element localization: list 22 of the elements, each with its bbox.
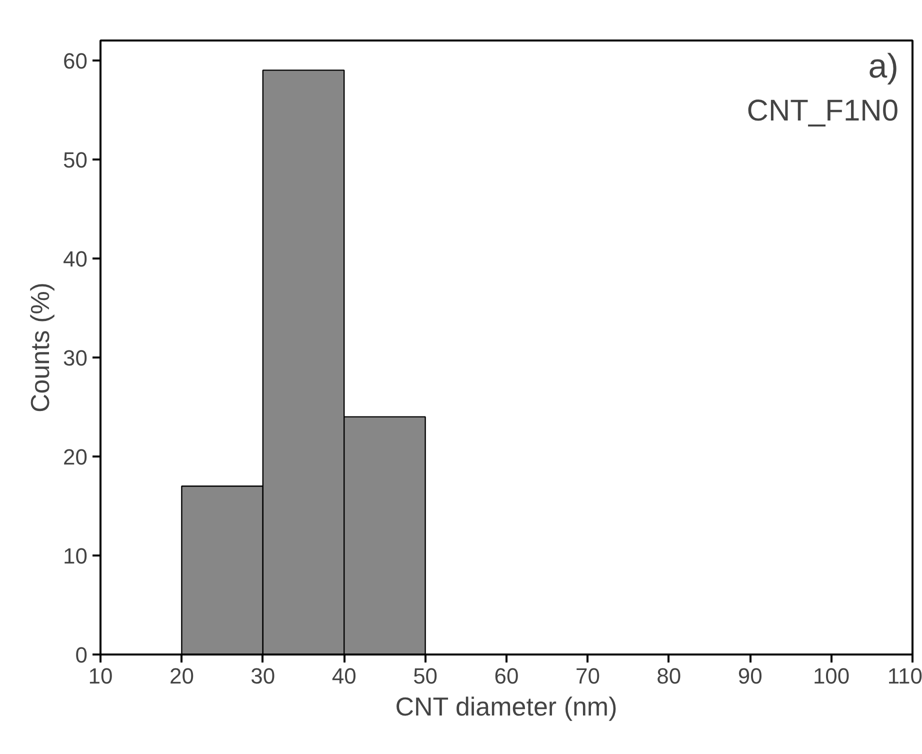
y-tick-label: 40 bbox=[63, 246, 88, 272]
y-tick-label: 0 bbox=[75, 642, 88, 668]
annotation: CNT_F1N0 bbox=[746, 94, 899, 128]
y-axis-title: Counts (%) bbox=[25, 282, 56, 413]
y-tick-label: 30 bbox=[63, 345, 88, 370]
y-tick-label: 10 bbox=[63, 543, 88, 568]
y-tick-label: 50 bbox=[63, 147, 88, 172]
x-tick-label: 110 bbox=[887, 664, 922, 688]
x-tick-label: 90 bbox=[738, 664, 762, 688]
x-tick-label: 100 bbox=[812, 664, 850, 688]
x-tick-label: 40 bbox=[332, 664, 356, 688]
x-tick-label: 50 bbox=[413, 664, 438, 688]
x-tick-label: 80 bbox=[656, 664, 682, 688]
x-tick-label: 30 bbox=[250, 664, 276, 688]
y-tick-label: 20 bbox=[63, 444, 88, 470]
x-tick-label: 70 bbox=[575, 664, 600, 688]
annotation: a) bbox=[868, 48, 899, 86]
x-tick-label: 10 bbox=[88, 664, 113, 688]
x-axis-title: CNT diameter (nm) bbox=[395, 692, 618, 722]
y-tick-label: 60 bbox=[63, 48, 88, 74]
x-tick-label: 20 bbox=[169, 664, 194, 688]
x-tick-label: 60 bbox=[494, 664, 519, 688]
